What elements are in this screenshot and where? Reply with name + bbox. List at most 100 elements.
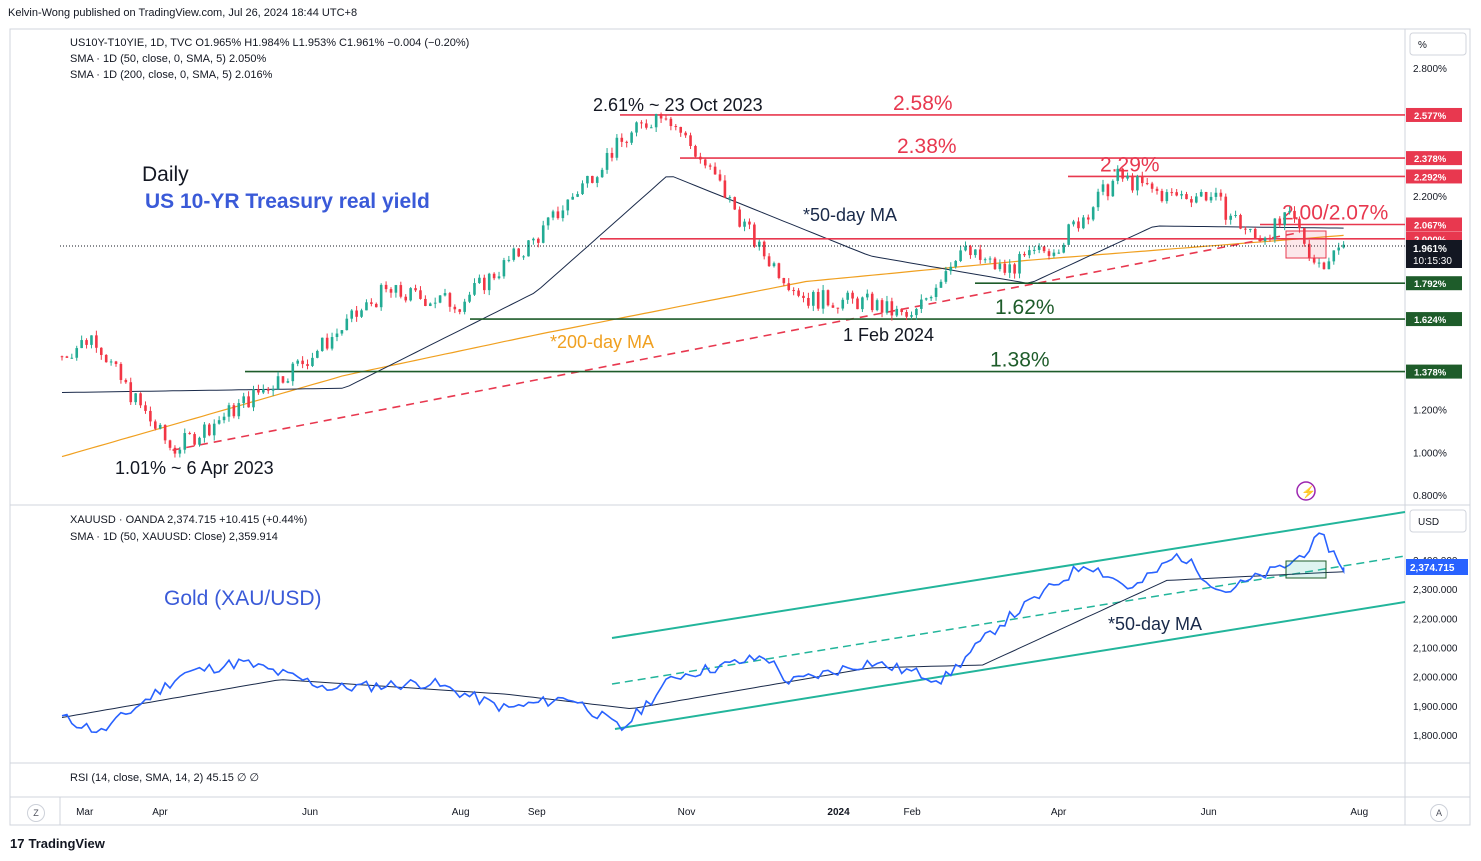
candle-body	[792, 290, 795, 292]
candle-body	[753, 224, 756, 247]
candle-body	[1190, 199, 1193, 203]
candle-body	[924, 298, 928, 300]
candle-body	[954, 260, 957, 267]
candle-body	[669, 118, 673, 127]
candle-body	[920, 299, 923, 309]
candle-body	[659, 114, 663, 119]
candle-body	[861, 297, 864, 310]
candle-body	[978, 249, 982, 260]
legend-line-1: US10Y-T10YIE, 1D, TVC O1.965% H1.984% L1…	[70, 37, 469, 49]
gold-price-tick: 2,000.000	[1413, 673, 1458, 684]
tradingview-logo[interactable]: 17 TradingView	[10, 836, 105, 851]
candle-body	[271, 389, 275, 391]
candle-body	[885, 301, 889, 313]
candle-body	[586, 175, 589, 184]
candle-body	[703, 159, 707, 166]
candle-body	[939, 281, 943, 288]
candle-body	[841, 299, 845, 309]
yield-highlight-box	[1285, 230, 1327, 259]
candle-body	[1327, 261, 1331, 270]
candle-body	[1116, 168, 1120, 181]
candle-body	[1047, 251, 1051, 256]
candle-body	[291, 363, 295, 382]
candle-body	[60, 356, 64, 358]
candle-body	[767, 256, 771, 267]
candle-body	[851, 292, 854, 299]
candle-body	[723, 180, 727, 198]
gold-sma50-line	[61, 571, 1344, 718]
candle-body	[134, 393, 137, 403]
candle-body	[870, 293, 874, 311]
price-tick: 2.200%	[1413, 192, 1447, 203]
candle-body	[983, 259, 987, 261]
gold-price-line	[61, 532, 1345, 734]
gold-price-tick: 1,900.000	[1413, 702, 1458, 713]
candle-body	[360, 310, 363, 317]
candle-body	[1175, 192, 1178, 196]
candle-body	[428, 303, 432, 307]
candle-body	[144, 405, 147, 411]
candle-body	[1298, 218, 1301, 229]
candle-body	[414, 288, 417, 291]
level-label: 2.29%	[1100, 153, 1160, 176]
candle-body	[674, 126, 678, 128]
low-annotation: 1.01% ~ 6 Apr 2023	[115, 458, 274, 478]
candle-body	[787, 283, 791, 291]
candle-body	[1160, 190, 1164, 202]
candle-body	[1170, 192, 1174, 194]
candle-body	[522, 256, 525, 258]
candle-body	[1278, 218, 1282, 226]
alert-icon[interactable]	[1296, 481, 1316, 501]
candle-body	[1303, 228, 1306, 244]
candle-body	[654, 114, 658, 128]
gold-unit-box[interactable]	[1409, 509, 1467, 533]
candle-body	[124, 379, 128, 383]
candle-body	[566, 199, 570, 211]
candle-body	[556, 211, 560, 219]
feb-annotation: 1 Feb 2024	[843, 325, 934, 345]
candle-body	[212, 423, 216, 436]
candle-body	[419, 290, 422, 299]
level-tag: 1.378%	[1414, 368, 1447, 379]
candle-body	[70, 357, 74, 359]
candle-body	[453, 306, 457, 310]
candle-body	[168, 440, 172, 448]
gold-price-tick: 1,800.000	[1413, 731, 1458, 742]
gold-price-tick: 2,200.000	[1413, 614, 1458, 625]
candle-body	[581, 183, 584, 195]
candle-body	[394, 285, 398, 293]
candle-body	[468, 294, 471, 302]
candle-body	[1293, 210, 1296, 219]
candle-body	[252, 389, 255, 408]
candle-body	[173, 447, 177, 454]
sma50-line	[61, 176, 1344, 393]
level-label: 2.58%	[893, 92, 953, 115]
candle-body	[276, 376, 280, 390]
chart-title-daily: Daily	[142, 163, 189, 186]
candle-body	[384, 284, 388, 290]
candle-body	[1165, 192, 1169, 202]
level-tag: 2.577%	[1414, 111, 1447, 122]
candle-body	[90, 335, 93, 345]
candle-body	[1268, 237, 1272, 240]
candle-body	[266, 389, 270, 391]
candle-body	[227, 405, 231, 417]
candle-body	[311, 357, 314, 366]
candle-body	[1052, 252, 1056, 256]
level-tag: 1.792%	[1414, 279, 1447, 290]
candle-body	[1111, 180, 1115, 197]
candle-body	[325, 337, 329, 349]
z-button[interactable]: Z	[27, 804, 45, 822]
time-tick: 2024	[827, 807, 850, 818]
unit-box[interactable]	[1409, 32, 1467, 56]
candle-body	[487, 273, 491, 291]
candle-body	[1195, 196, 1198, 203]
candle-body	[905, 311, 908, 317]
candle-body	[1239, 215, 1242, 229]
candle-body	[237, 403, 241, 417]
auto-scale-button[interactable]: A	[1430, 804, 1448, 822]
gold-title: Gold (XAU/USD)	[164, 587, 322, 610]
candle-body	[561, 210, 565, 219]
candle-body	[1126, 175, 1129, 179]
